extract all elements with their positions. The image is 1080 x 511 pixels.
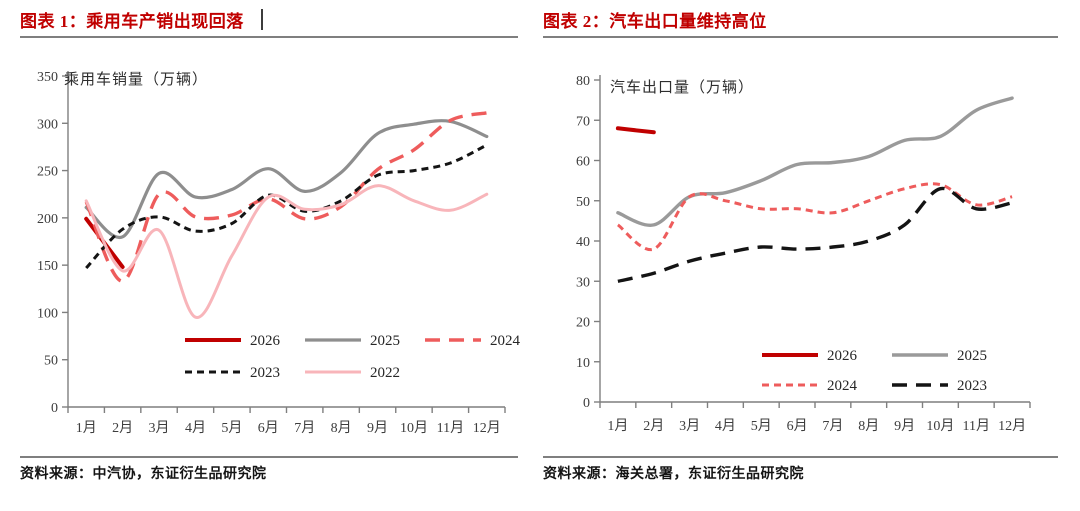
series-line-2025	[616, 96, 1014, 227]
x-tick-label: 4月	[715, 418, 736, 434]
y-tick-label: 70	[576, 114, 590, 129]
series-line-2024	[84, 111, 488, 283]
x-tick-label: 9月	[367, 420, 388, 436]
chart-2-source: 资料来源：海关总署，东证衍生品研究院	[543, 467, 804, 482]
legend-label-2022: 2022	[370, 365, 400, 381]
chart-panel-1: 图表 1：乘用车产销出现回落 0 50 100 150 200 250 300 350 1月 2月…	[20, 9, 521, 482]
x-tick-label: 4月	[185, 420, 206, 436]
series-line-2022	[84, 184, 489, 319]
chart-1-title: 图表 1：乘用车产销出现回落	[20, 12, 244, 31]
x-tick-label: 11月	[437, 420, 464, 436]
series-line-2024	[616, 182, 1013, 252]
x-tick-label: 3月	[679, 418, 700, 434]
x-tick-label: 12月	[473, 420, 501, 436]
chart-1-source: 资料来源：中汽协，东证衍生品研究院	[20, 467, 267, 482]
legend-label-2026: 2026	[827, 348, 858, 364]
axis-title: 汽车出口量（万辆）	[610, 79, 754, 96]
y-tick-label: 350	[37, 70, 58, 85]
legend-label-2025: 2025	[370, 333, 400, 349]
y-tick-label: 50	[44, 354, 58, 369]
y-tick-label: 10	[576, 356, 590, 371]
auto-export-volume-chart: 0 10 20 30 40 50 60 70 80 1月 2月 3月 4月 5月 6月 7月 8月 9月 10月 11…	[576, 74, 1031, 434]
text-cursor	[261, 9, 263, 30]
x-tick-label: 6月	[787, 418, 808, 434]
x-tick-label: 5月	[221, 420, 242, 436]
y-tick-label: 40	[576, 235, 590, 250]
legend-label-2024: 2024	[827, 378, 858, 394]
series-line-2025	[84, 119, 489, 239]
chart-1-title-divider	[20, 36, 518, 38]
legend-label-2025: 2025	[957, 348, 987, 364]
y-tick-label: 0	[583, 396, 590, 411]
x-tick-label: 1月	[76, 420, 97, 436]
legend-label-2023: 2023	[957, 378, 987, 394]
chart-2-title: 图表 2：汽车出口量维持高位	[543, 12, 767, 31]
x-tick-label: 7月	[822, 418, 843, 434]
series-line-2026	[615, 126, 656, 135]
y-tick-label: 300	[37, 117, 58, 132]
y-tick-label: 50	[576, 195, 590, 210]
x-tick-label: 6月	[258, 420, 279, 436]
chart-2-title-divider	[543, 36, 1058, 38]
x-tick-label: 8月	[331, 420, 352, 436]
series-line-2023	[617, 186, 1013, 283]
chart-1-source-divider	[20, 456, 518, 458]
x-tick-label: 7月	[294, 420, 315, 436]
y-tick-label: 150	[37, 259, 58, 274]
y-tick-label: 60	[576, 155, 590, 170]
axis-title: 乘用车销量（万辆）	[64, 71, 208, 88]
series-line-2023	[85, 143, 488, 270]
y-tick-label: 30	[576, 275, 590, 290]
x-tick-label: 10月	[926, 418, 954, 434]
legend-label-2024: 2024	[490, 333, 521, 349]
x-tick-label: 9月	[894, 418, 915, 434]
legend-label-2023: 2023	[250, 365, 280, 381]
x-tick-label: 11月	[963, 418, 990, 434]
y-tick-label: 250	[37, 165, 58, 180]
y-tick-label: 20	[576, 316, 590, 331]
x-tick-label: 10月	[400, 420, 428, 436]
x-tick-label: 2月	[112, 420, 133, 436]
y-tick-label: 80	[576, 74, 590, 89]
y-tick-label: 200	[37, 212, 58, 227]
x-tick-label: 1月	[607, 418, 628, 434]
x-tick-label: 2月	[643, 418, 664, 434]
x-tick-label: 5月	[751, 418, 772, 434]
legend-label-2026: 2026	[250, 333, 281, 349]
x-tick-label: 12月	[998, 418, 1026, 434]
chart-panel-2: 图表 2：汽车出口量维持高位 0 10 20 30 40 50 60 70 80 1月 2月 3月 4月…	[540, 0, 1080, 511]
passenger-car-sales-chart: 0 50 100 150 200 250 300 350 1月 2月 3月 4月 5月 6月 7月 8月 9月 1…	[37, 70, 521, 436]
x-tick-label: 3月	[149, 420, 170, 436]
y-tick-label: 100	[37, 306, 58, 321]
y-tick-label: 0	[51, 401, 58, 416]
chart-2-source-divider	[543, 456, 1058, 458]
x-tick-label: 8月	[858, 418, 879, 434]
